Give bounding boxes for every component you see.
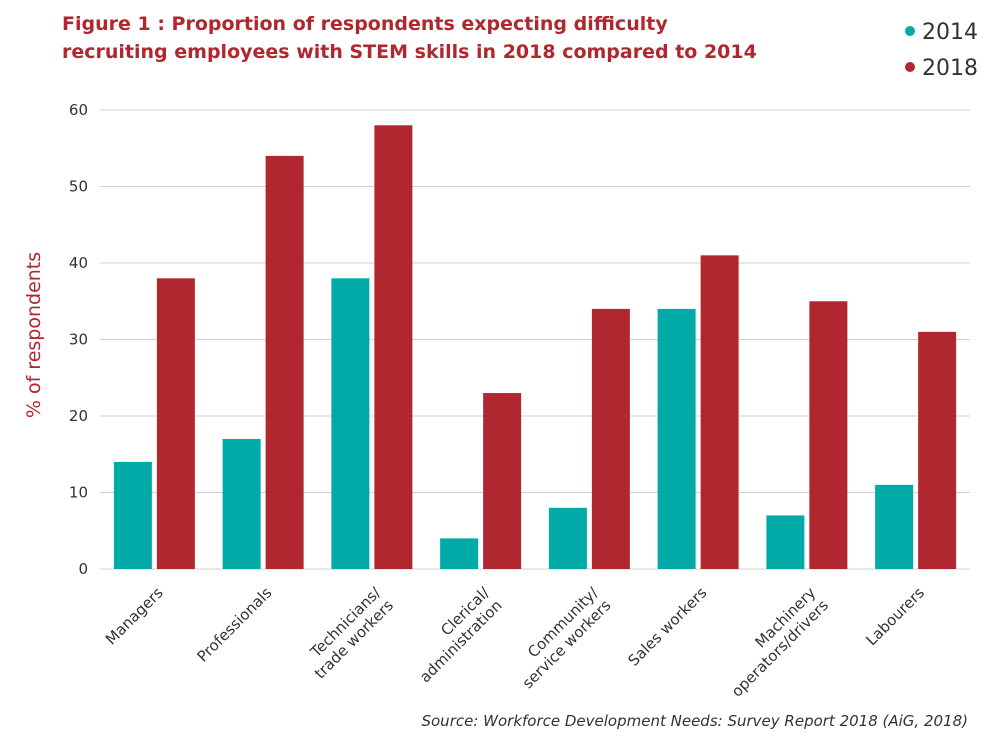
y-tick-label: 10 <box>69 484 88 502</box>
bar <box>265 155 304 569</box>
y-tick-label: 50 <box>69 178 88 196</box>
bar <box>548 507 587 569</box>
bar <box>113 461 152 569</box>
bar <box>374 125 413 570</box>
bar <box>918 331 957 569</box>
x-tick-label: Sales workers <box>624 584 710 670</box>
legend-marker <box>905 62 915 72</box>
x-tick-label-group: Community/service workers <box>519 583 615 692</box>
y-tick-label: 0 <box>78 560 88 578</box>
y-axis-label: % of respondents <box>23 252 45 418</box>
x-tick-label-group: Managers <box>102 584 167 649</box>
bar <box>875 484 914 569</box>
y-tick-label: 20 <box>69 407 88 425</box>
legend-marker <box>905 26 915 36</box>
legend-label: 2018 <box>922 56 978 81</box>
x-tick-label-group: Professionals <box>193 584 275 666</box>
x-tick-label-group: Labourers <box>862 584 928 650</box>
legend-label: 2014 <box>922 20 978 45</box>
bar <box>591 308 630 569</box>
bar <box>700 255 739 569</box>
bar <box>809 301 848 569</box>
x-tick-label: Professionals <box>193 584 275 666</box>
y-tick-label: 60 <box>69 101 88 119</box>
x-tick-label: Managers <box>102 584 167 649</box>
chart-title: recruiting employees with STEM skills in… <box>62 41 757 63</box>
y-tick-label: 30 <box>69 331 88 349</box>
x-tick-label: Labourers <box>862 584 928 650</box>
bar <box>440 538 479 569</box>
bar <box>331 278 370 569</box>
x-tick-label-group: Sales workers <box>624 584 710 670</box>
source: Source: Workforce Development Needs: Sur… <box>421 712 968 730</box>
bar <box>156 278 195 569</box>
bar <box>657 308 696 569</box>
x-tick-label-group: Technicians/trade workers <box>306 583 397 682</box>
chart-title: Figure 1 : Proportion of respondents exp… <box>62 13 668 35</box>
y-tick-label: 40 <box>69 254 88 272</box>
x-tick-label-group: Clerical/administration <box>416 583 506 686</box>
bar <box>766 515 805 569</box>
bar <box>222 438 261 569</box>
bar <box>483 393 522 569</box>
